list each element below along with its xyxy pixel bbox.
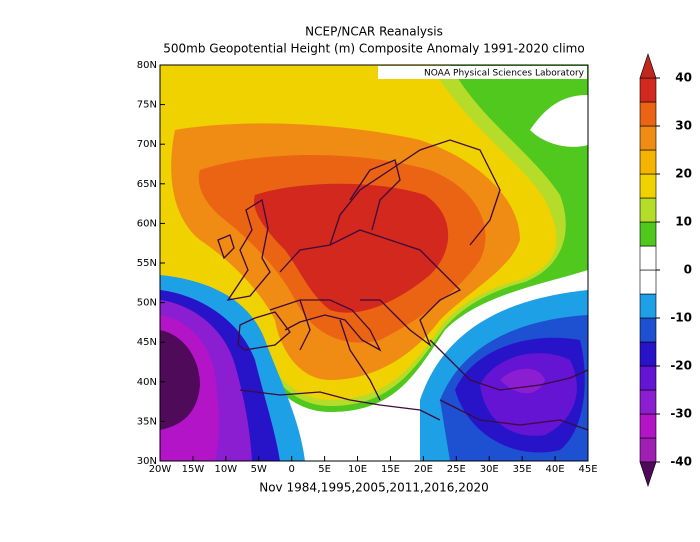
colorbar-band: [639, 149, 657, 175]
borders: [217, 139, 588, 431]
y-tick-label: 75N: [137, 100, 157, 111]
colorbar-under: [639, 461, 657, 487]
colorbar-band: [639, 269, 657, 295]
colorbar-band: [639, 317, 657, 343]
x-tick-label: 20W: [149, 464, 172, 475]
x-tick-label: 40E: [546, 464, 565, 475]
credit: NOAA Physical Sciences Laboratory: [424, 69, 585, 79]
y-tick-label: 60N: [137, 218, 157, 229]
x-tick-label: 30E: [480, 464, 499, 475]
colorbar-band: [639, 341, 657, 367]
colorbar-label: -20: [670, 359, 692, 373]
colorbar-label: -30: [670, 407, 692, 421]
colorbar-band: [639, 77, 657, 103]
colorbar-band: [639, 101, 657, 127]
colorbar-band: [639, 245, 657, 271]
colorbar-band: [639, 389, 657, 415]
colorbar-band: [639, 197, 657, 223]
contour: [480, 353, 577, 436]
credit-box: [378, 66, 587, 79]
colorbar-label: 20: [675, 167, 692, 181]
colorbar-band: [639, 293, 657, 319]
y-tick-label: 55N: [137, 258, 157, 269]
colorbar-label: 0: [684, 263, 692, 277]
x-tick-label: 10E: [348, 464, 367, 475]
x-tick-label: 5E: [318, 464, 331, 475]
title: NCEP/NCAR Reanalysis: [305, 25, 443, 39]
colorbar-label: -10: [670, 311, 692, 325]
contour-field: [160, 65, 588, 461]
x-tick-label: 15E: [381, 464, 400, 475]
contour: [500, 368, 545, 394]
x-tick-label: 20E: [414, 464, 433, 475]
y-tick-label: 80N: [137, 60, 157, 71]
footer: Nov 1984,1995,2005,2011,2016,2020: [259, 481, 489, 495]
y-tick-label: 30N: [137, 456, 157, 467]
x-tick-label: 25E: [447, 464, 466, 475]
y-tick-label: 35N: [137, 416, 157, 427]
colorbar-band: [639, 437, 657, 463]
x-tick-label: 45E: [578, 464, 597, 475]
y-tick-label: 65N: [137, 179, 157, 190]
contour: [530, 95, 588, 147]
y-tick-label: 45N: [137, 337, 157, 348]
colorbar-band: [639, 125, 657, 151]
y-tick-label: 70N: [137, 139, 157, 150]
colorbar-label: 10: [675, 215, 692, 229]
colorbar-label: 40: [675, 71, 692, 85]
contour: [160, 330, 200, 430]
contour: [254, 183, 449, 313]
y-tick-label: 40N: [137, 377, 157, 388]
colorbar-band: [639, 173, 657, 199]
x-tick-label: 10W: [215, 464, 238, 475]
subtitle: 500mb Geopotential Height (m) Composite …: [163, 42, 584, 56]
x-tick-label: 15W: [182, 464, 205, 475]
colorbar-label: -40: [670, 455, 692, 469]
x-tick-label: 35E: [513, 464, 532, 475]
x-tick-label: 0: [289, 464, 295, 475]
y-tick-label: 50N: [137, 298, 157, 309]
colorbar-band: [639, 221, 657, 247]
x-tick-label: 5W: [251, 464, 267, 475]
colorbar-label: 30: [675, 119, 692, 133]
colorbar-over: [639, 53, 657, 79]
colorbar-band: [639, 365, 657, 391]
colorbar-band: [639, 413, 657, 439]
